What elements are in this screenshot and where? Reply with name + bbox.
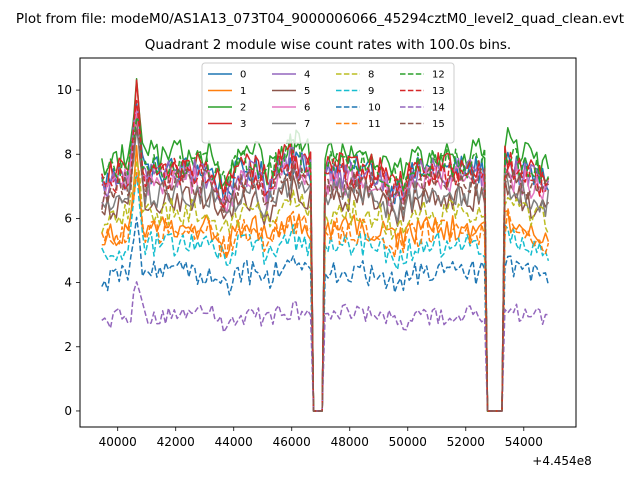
- y-tick-label: 2: [64, 340, 72, 354]
- legend-label: 9: [368, 86, 374, 97]
- legend-label: 4: [304, 70, 310, 81]
- legend-label: 12: [432, 70, 445, 81]
- legend-label: 3: [240, 119, 246, 130]
- legend-label: 11: [368, 119, 381, 130]
- series-line-2: [101, 77, 550, 412]
- legend-label: 10: [368, 103, 381, 114]
- x-tick-label: 50000: [389, 435, 427, 449]
- legend-label: 1: [240, 86, 246, 97]
- y-tick-label: 10: [57, 83, 72, 97]
- x-tick-label: 40000: [99, 435, 137, 449]
- y-axis: 0 2 4 6 8 10: [57, 83, 80, 418]
- x-tick-label: 42000: [157, 435, 195, 449]
- x-tick-label: 46000: [273, 435, 311, 449]
- legend-label: 6: [304, 103, 310, 114]
- legend-label: 7: [304, 119, 310, 130]
- x-tick-label: 48000: [331, 435, 369, 449]
- x-tick-label: 52000: [447, 435, 485, 449]
- legend-label: 2: [240, 103, 246, 114]
- y-tick-label: 4: [64, 276, 72, 290]
- x-offset-label: +4.454e8: [532, 454, 591, 468]
- y-tick-label: 0: [64, 404, 72, 418]
- x-axis: 40000 42000 44000 46000 48000 50000 52000 54000: [99, 427, 543, 449]
- x-tick-label: 54000: [505, 435, 543, 449]
- legend-label: 14: [432, 103, 445, 114]
- x-tick-label: 44000: [215, 435, 253, 449]
- legend-label: 0: [240, 70, 246, 81]
- legend-label: 13: [432, 86, 445, 97]
- y-tick-label: 8: [64, 147, 72, 161]
- legend-label: 8: [368, 70, 374, 81]
- legend-label: 5: [304, 86, 310, 97]
- suptitle: Plot from file: modeM0/AS1A13_073T04_900…: [16, 11, 624, 27]
- series-line-14: [101, 281, 549, 412]
- legend-label: 15: [432, 119, 445, 130]
- chart-title: Quadrant 2 module wise count rates with …: [145, 37, 511, 53]
- series-line-15: [101, 127, 550, 412]
- series-layer: [101, 77, 550, 412]
- plot-frame: [79, 57, 577, 428]
- y-tick-label: 6: [64, 211, 72, 225]
- legend-box: [201, 62, 455, 144]
